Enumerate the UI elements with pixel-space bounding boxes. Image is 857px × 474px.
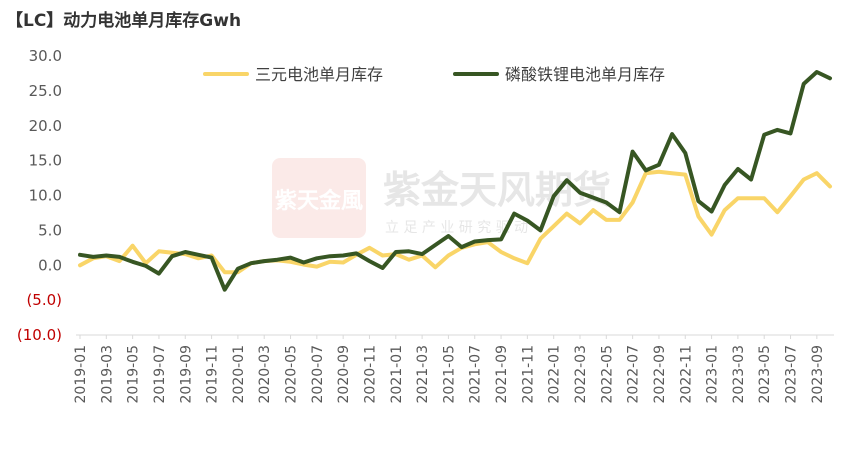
chart-title: 【LC】动力电池单月库存Gwh — [6, 11, 242, 31]
x-tick-label: 2020-09 — [336, 345, 352, 404]
y-axis: 30.0 25.0 20.0 15.0 10.0 5.0 0.0 (5.0) (10.0) — [17, 47, 62, 344]
series-layer — [78, 70, 832, 292]
x-tick-label: 2023-07 — [784, 345, 800, 404]
y-tick-label: 5.0 — [38, 221, 62, 239]
x-tick-label: 2021-07 — [468, 345, 484, 404]
y-tick-label: 25.0 — [29, 82, 62, 100]
legend-label: 三元电池单月库存 — [255, 65, 383, 84]
y-tick-label: (10.0) — [17, 326, 62, 344]
series-line-2 — [78, 70, 832, 292]
x-tick-label: 2019-11 — [205, 345, 221, 404]
y-tick-label: 20.0 — [29, 117, 62, 135]
x-tick-label: 2020-05 — [284, 345, 300, 404]
x-tick-label: 2021-09 — [494, 345, 510, 404]
x-tick-label: 2022-01 — [547, 345, 563, 404]
x-tick-label: 2020-01 — [231, 345, 247, 404]
x-tick-label: 2019-05 — [126, 345, 142, 404]
watermark-slogan: 立 足 产 业 研 究 驱 动 — [385, 220, 528, 236]
x-tick-label: 2022-05 — [599, 345, 615, 404]
y-tick-label: 15.0 — [29, 152, 62, 170]
x-tick-label: 2023-05 — [757, 345, 773, 404]
x-axis: 2019-01 2019-03 2019-05 2019-07 2019-09 2019-… — [73, 334, 834, 404]
x-tick-label: 2020-07 — [310, 345, 326, 404]
x-tick-label: 2020-03 — [257, 345, 273, 404]
watermark: 紫天金風 紫金天风期货 立 足 产 业 研 究 驱 动 — [272, 158, 611, 238]
x-tick-label: 2019-01 — [73, 345, 89, 404]
watermark-logo-frame — [272, 158, 366, 238]
x-tick-label: 2023-03 — [731, 345, 747, 404]
x-tick-label: 2019-07 — [152, 345, 168, 404]
x-tick-label: 2019-09 — [178, 345, 194, 404]
x-tick-label: 2022-03 — [573, 345, 589, 404]
x-tick-label: 2020-11 — [362, 345, 378, 404]
watermark-name: 紫金天风期货 — [383, 168, 611, 212]
x-tick-label: 2021-03 — [415, 345, 431, 404]
x-tick-label: 2019-03 — [99, 345, 115, 404]
y-tick-label: (5.0) — [26, 291, 62, 309]
legend: 三元电池单月库存 磷酸铁锂电池单月库存 — [203, 65, 665, 84]
x-tick-label: 2021-11 — [520, 345, 536, 404]
x-tick-label: 2022-09 — [652, 345, 668, 404]
x-tick-label: 2022-07 — [626, 345, 642, 404]
x-tick-label: 2023-09 — [810, 345, 826, 404]
y-tick-label: 10.0 — [29, 187, 62, 205]
x-tick-label: 2021-05 — [441, 345, 457, 404]
x-tick-label: 2022-11 — [678, 345, 694, 404]
y-tick-label: 0.0 — [38, 256, 62, 274]
x-tick-label: 2021-01 — [389, 345, 405, 404]
x-tick-label: 2023-01 — [705, 345, 721, 404]
y-tick-label: 30.0 — [29, 47, 62, 65]
watermark-logo-text: 紫天金風 — [275, 188, 363, 214]
legend-label: 磷酸铁锂电池单月库存 — [505, 65, 665, 84]
